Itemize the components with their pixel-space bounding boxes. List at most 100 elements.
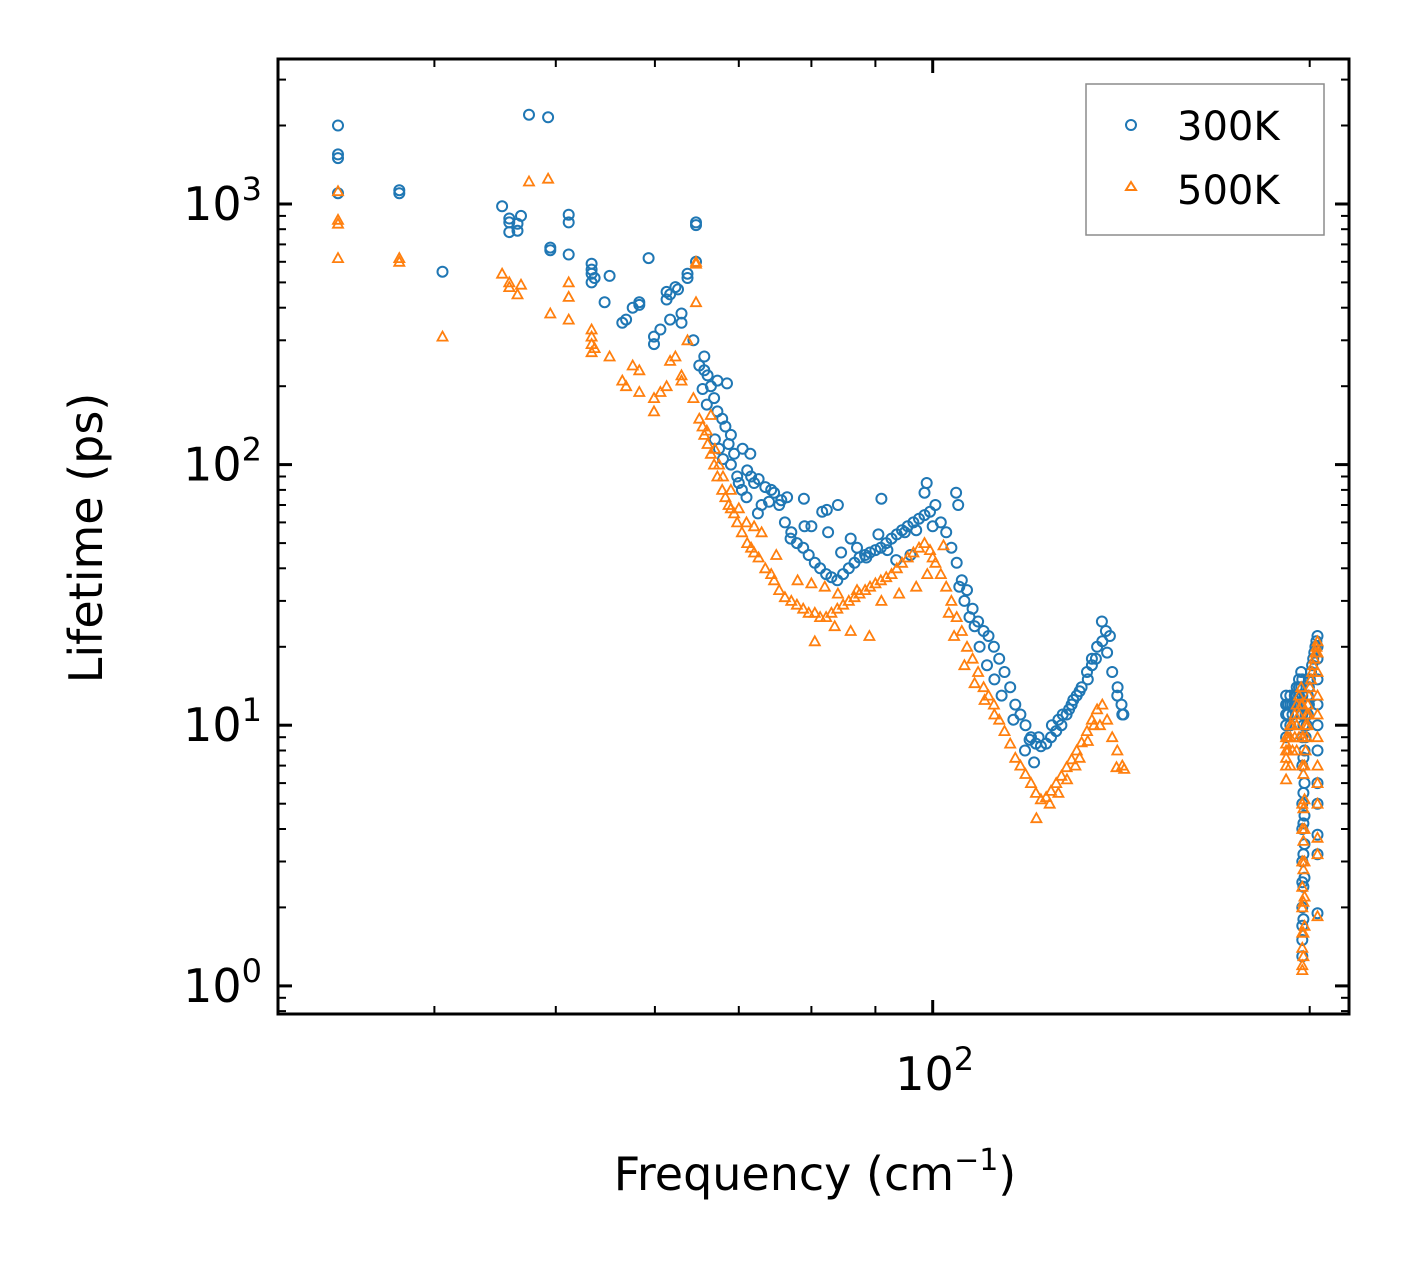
point-500K-62 xyxy=(772,583,786,595)
point-300K-201 xyxy=(953,580,966,593)
point-500K-135 xyxy=(818,579,832,592)
point-300K-1 xyxy=(332,148,344,161)
point-300K-174 xyxy=(721,377,733,390)
point-500K-162 xyxy=(1060,772,1074,785)
point-500K-60 xyxy=(764,567,778,579)
point-500K-36 xyxy=(674,368,689,381)
point-300K-169 xyxy=(717,453,729,466)
legend: 300K 500K xyxy=(1085,83,1325,236)
point-500K-156 xyxy=(957,658,971,671)
point-300K-156 xyxy=(851,541,863,554)
point-500K-131 xyxy=(844,624,858,636)
point-500K-105 xyxy=(1008,750,1022,763)
point-500K-32 xyxy=(660,379,674,392)
point-500K-111 xyxy=(1039,790,1053,802)
point-300K-118 xyxy=(1019,719,1032,732)
point-300K-7 xyxy=(496,200,509,213)
point-500K-190 xyxy=(1292,707,1306,720)
point-500K-44 xyxy=(701,437,715,449)
point-300K-267 xyxy=(1310,635,1323,648)
point-300K-197 xyxy=(973,640,986,653)
point-500K-7 xyxy=(495,266,509,279)
point-500K-225 xyxy=(1301,718,1315,731)
point-500K-227 xyxy=(1302,707,1316,720)
point-300K-46 xyxy=(681,267,694,280)
point-500K-109 xyxy=(1029,786,1043,798)
point-500K-152 xyxy=(708,441,722,454)
point-300K-6 xyxy=(436,265,449,278)
point-500K-143 xyxy=(936,538,951,551)
point-300K-78 xyxy=(802,549,815,561)
point-500K-28 xyxy=(632,385,646,397)
point-500K-65 xyxy=(790,597,804,610)
point-300K-2 xyxy=(332,152,344,165)
y-axis-title: Lifetime (ps) xyxy=(59,393,113,684)
point-300K-18 xyxy=(562,208,575,221)
point-300K-172 xyxy=(700,398,713,411)
point-300K-82 xyxy=(825,571,838,584)
point-500K-214 xyxy=(1297,758,1312,771)
point-500K-134 xyxy=(804,576,818,589)
point-500K-92 xyxy=(939,579,953,592)
point-500K-240 xyxy=(1310,730,1325,743)
point-300K-182 xyxy=(1085,659,1098,672)
point-300K-152 xyxy=(872,528,885,541)
point-300K-205 xyxy=(1028,756,1041,769)
point-300K-159 xyxy=(798,520,811,533)
point-500K-132 xyxy=(862,629,876,641)
point-300K-140 xyxy=(797,492,810,505)
point-500K-122 xyxy=(1095,697,1109,710)
point-500K-88 xyxy=(917,536,932,548)
point-300K-273 xyxy=(1311,719,1324,732)
point-300K-134 xyxy=(1101,646,1114,659)
point-500K-188 xyxy=(1290,743,1304,756)
point-500K-18 xyxy=(585,322,599,335)
point-500K-243 xyxy=(1310,796,1325,809)
point-300K-165 xyxy=(751,507,764,520)
point-500K-141 xyxy=(920,567,934,579)
point-300K-54 xyxy=(701,369,714,382)
point-500K-128 xyxy=(1109,760,1124,773)
point-500K-124 xyxy=(1105,730,1119,743)
point-500K-204 xyxy=(1295,958,1309,971)
point-300K-41 xyxy=(669,281,682,294)
point-500K-51 xyxy=(724,501,738,514)
point-300K-193 xyxy=(1007,713,1020,726)
point-500K-6 xyxy=(435,329,450,342)
point-300K-180 xyxy=(1103,630,1116,642)
point-500K-145 xyxy=(755,525,769,538)
point-500K-24 xyxy=(615,373,629,386)
point-500K-192 xyxy=(1294,680,1308,693)
point-500K-38 xyxy=(686,391,700,404)
point-300K-192 xyxy=(1019,744,1031,757)
point-300K-167 xyxy=(732,477,745,489)
legend-label-300K: 300K xyxy=(1177,104,1281,150)
point-300K-262 xyxy=(1305,666,1317,678)
point-300K-153 xyxy=(898,526,911,539)
point-500K-218 xyxy=(1297,889,1312,902)
point-500K-67 xyxy=(802,605,816,618)
point-500K-78 xyxy=(863,579,877,592)
point-500K-96 xyxy=(960,639,974,652)
point-500K-159 xyxy=(1029,811,1043,824)
point-300K-161 xyxy=(860,551,873,564)
point-500K-17 xyxy=(562,312,576,325)
point-300K-0 xyxy=(332,119,344,132)
point-500K-221 xyxy=(1299,743,1313,756)
point-500K-14 xyxy=(543,306,557,319)
point-500K-59 xyxy=(758,561,772,574)
point-500K-12 xyxy=(522,174,536,187)
point-300K-44 xyxy=(675,316,688,329)
point-500K-58 xyxy=(752,550,766,563)
point-500K-232 xyxy=(1307,651,1321,664)
point-300K-103 xyxy=(940,526,953,539)
point-500K-103 xyxy=(997,724,1012,736)
point-300K-67 xyxy=(745,470,758,483)
point-500K-115 xyxy=(1060,760,1074,773)
tick-labels: 100 101 102 103 102 xyxy=(183,170,974,1101)
point-500K-165 xyxy=(1081,734,1095,746)
point-500K-216 xyxy=(1297,822,1312,834)
point-500K-155 xyxy=(704,408,718,420)
point-500K-158 xyxy=(942,605,956,618)
point-500K-123 xyxy=(1100,712,1114,725)
